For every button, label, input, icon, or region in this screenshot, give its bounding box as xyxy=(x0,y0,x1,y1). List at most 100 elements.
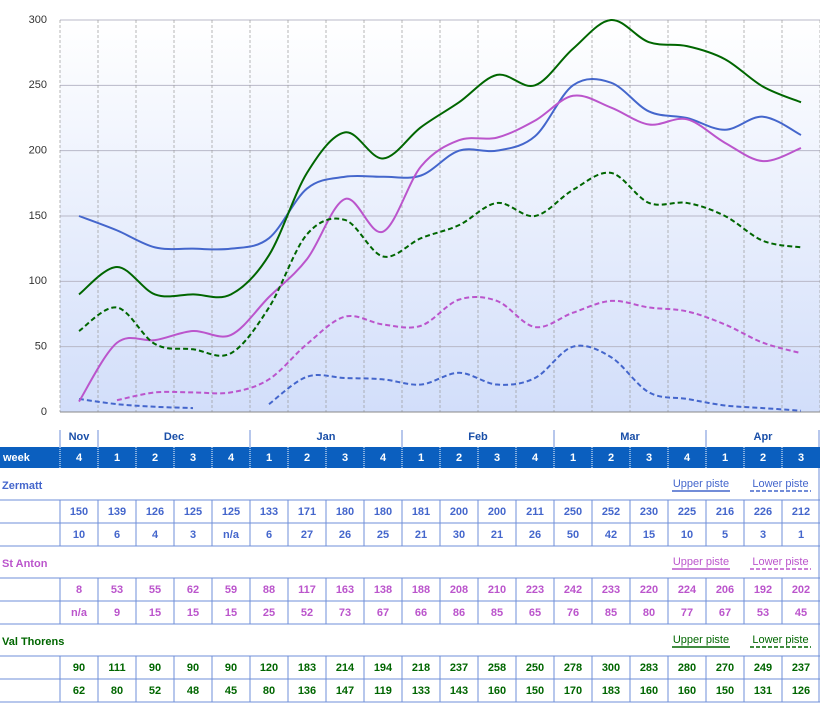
value-cell: 88 xyxy=(263,584,275,596)
value-cell: 65 xyxy=(529,607,541,619)
value-cell: 25 xyxy=(263,607,275,619)
value-cell: 230 xyxy=(640,506,658,518)
y-tick-label: 250 xyxy=(29,79,47,91)
value-cell: 80 xyxy=(111,685,123,697)
series-line xyxy=(78,78,802,251)
value-cell: 9 xyxy=(114,607,120,619)
legend-label: Upper piste xyxy=(673,478,729,490)
week-row xyxy=(0,447,820,468)
week-label: 2 xyxy=(304,452,310,464)
value-cell: 181 xyxy=(412,506,430,518)
value-cell: 270 xyxy=(716,662,734,674)
value-cell: 133 xyxy=(412,685,430,697)
resort-name: Zermatt xyxy=(2,480,43,492)
value-cell: 214 xyxy=(336,662,355,674)
value-cell: 52 xyxy=(149,685,161,697)
value-cell: 3 xyxy=(760,529,766,541)
value-cell: 170 xyxy=(564,685,582,697)
value-cell: 183 xyxy=(298,662,316,674)
y-tick-label: 200 xyxy=(29,145,47,157)
value-cell: 216 xyxy=(716,506,734,518)
value-cell: 90 xyxy=(225,662,237,674)
value-cell: 126 xyxy=(792,685,810,697)
value-cell: 252 xyxy=(602,506,620,518)
legend-label: Upper piste xyxy=(673,556,729,568)
resort-name: St Anton xyxy=(2,558,48,570)
value-cell: 300 xyxy=(602,662,620,674)
week-label: 3 xyxy=(494,452,500,464)
value-cell: 8 xyxy=(76,584,82,596)
week-label: 1 xyxy=(266,452,272,464)
value-cell: 3 xyxy=(190,529,196,541)
value-cell: 131 xyxy=(754,685,772,697)
legend-label: Lower piste xyxy=(752,634,808,646)
y-tick-label: 50 xyxy=(35,341,47,353)
week-label: 2 xyxy=(608,452,614,464)
week-label: 1 xyxy=(722,452,728,464)
value-cell: 280 xyxy=(678,662,696,674)
value-cell: 15 xyxy=(149,607,161,619)
value-cell: 250 xyxy=(526,662,544,674)
value-cell: 1 xyxy=(798,529,804,541)
value-cell: 67 xyxy=(719,607,731,619)
value-cell: 66 xyxy=(415,607,427,619)
value-cell: 147 xyxy=(336,685,354,697)
series-line xyxy=(78,19,802,299)
value-cell: 125 xyxy=(184,506,202,518)
legend-label: Lower piste xyxy=(752,478,808,490)
value-cell: 77 xyxy=(681,607,693,619)
value-cell: 59 xyxy=(225,584,237,596)
month-label: Mar xyxy=(620,431,640,443)
value-cell: 126 xyxy=(146,506,164,518)
value-cell: 42 xyxy=(605,529,617,541)
legend-label: Lower piste xyxy=(752,556,808,568)
value-cell: 150 xyxy=(716,685,734,697)
value-cell: 188 xyxy=(412,584,430,596)
week-label: 1 xyxy=(114,452,120,464)
value-cell: 202 xyxy=(792,584,810,596)
value-cell: 160 xyxy=(640,685,658,697)
value-cell: 117 xyxy=(298,584,316,596)
value-cell: 139 xyxy=(108,506,126,518)
value-cell: 226 xyxy=(754,506,772,518)
value-cell: 206 xyxy=(716,584,734,596)
value-cell: 138 xyxy=(374,584,392,596)
series-line xyxy=(78,397,194,410)
value-cell: 200 xyxy=(488,506,506,518)
value-cell: 85 xyxy=(605,607,617,619)
week-label: 4 xyxy=(228,452,235,464)
value-cell: 53 xyxy=(111,584,123,596)
value-cell: 211 xyxy=(526,506,544,518)
series-line xyxy=(268,344,802,412)
value-cell: 76 xyxy=(567,607,579,619)
value-cell: 249 xyxy=(754,662,772,674)
week-row-label: week xyxy=(2,452,31,464)
legend-label: Upper piste xyxy=(673,634,729,646)
value-cell: 136 xyxy=(298,685,316,697)
series-line xyxy=(78,171,802,357)
month-label: Jan xyxy=(317,431,336,443)
value-cell: 5 xyxy=(722,529,728,541)
value-cell: 90 xyxy=(149,662,161,674)
value-cell: 160 xyxy=(488,685,506,697)
value-cell: 62 xyxy=(187,584,199,596)
value-cell: 21 xyxy=(415,529,427,541)
week-label: 4 xyxy=(684,452,691,464)
value-cell: 4 xyxy=(152,529,159,541)
value-cell: 250 xyxy=(564,506,582,518)
y-tick-label: 300 xyxy=(29,14,47,26)
series-line xyxy=(116,296,802,402)
value-cell: 10 xyxy=(681,529,693,541)
value-cell: 163 xyxy=(336,584,354,596)
week-label: 2 xyxy=(456,452,462,464)
week-label: 3 xyxy=(190,452,196,464)
week-label: 3 xyxy=(342,452,348,464)
series-line xyxy=(78,94,802,403)
value-cell: 48 xyxy=(187,685,199,697)
value-cell: 27 xyxy=(301,529,313,541)
month-label: Apr xyxy=(754,431,774,443)
value-cell: 233 xyxy=(602,584,620,596)
value-cell: 111 xyxy=(108,662,125,674)
month-label: Feb xyxy=(468,431,488,443)
